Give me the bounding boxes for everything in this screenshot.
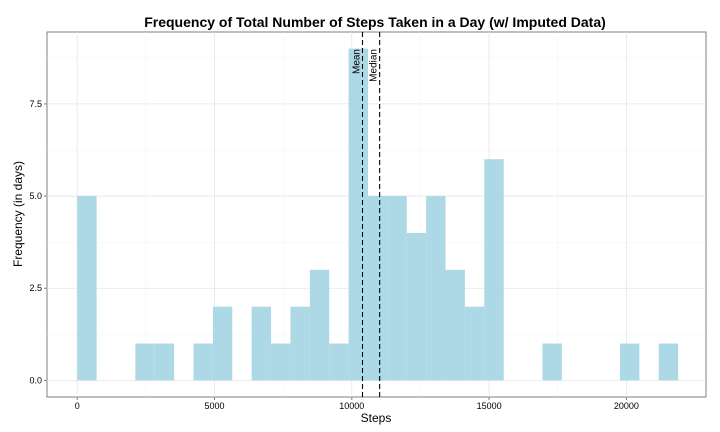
histogram-bar [406,232,427,381]
histogram-bar [484,159,504,381]
histogram-bar [464,306,485,381]
y-tick-label: 7.5 [29,99,42,109]
histogram-bar [251,306,272,381]
histogram-bar [387,196,407,381]
x-axis-title: Steps [361,411,392,425]
y-axis-title: Frequency (in days) [11,161,25,267]
chart-title: Frequency of Total Number of Steps Taken… [144,14,606,30]
histogram-bar [154,343,175,381]
histogram-bar [329,343,349,381]
x-tick-label: 15000 [477,401,502,411]
histogram-bar [77,196,97,381]
x-tick-label: 5000 [204,401,224,411]
histogram-bar [542,343,562,381]
histogram-bar [348,48,368,381]
tick-layer: 0 5000 10000 15000 20000 0.0 2.5 5.0 7.5 [29,99,638,411]
histogram-bar [135,343,155,381]
histogram-bar [193,343,213,381]
x-tick-label: 0 [75,401,80,411]
reference-label-mean: Mean [351,49,362,74]
histogram-bar [445,269,465,381]
x-tick-label: 20000 [614,401,639,411]
x-tick-label: 10000 [339,401,364,411]
histogram-bar [620,343,640,381]
y-tick-label: 0.0 [29,375,42,385]
histogram-bar [367,196,388,381]
histogram-bar [426,196,446,381]
histogram-bar [271,343,291,381]
histogram-bar [309,269,330,381]
reference-lines: Mean Median [351,32,381,397]
reference-label-median: Median [369,49,380,82]
bar-layer [77,48,679,381]
y-tick-label: 2.5 [29,283,42,293]
histogram-bar [212,306,233,381]
histogram-bar [290,306,310,381]
histogram-bar [658,343,679,381]
y-tick-label: 5.0 [29,191,42,201]
